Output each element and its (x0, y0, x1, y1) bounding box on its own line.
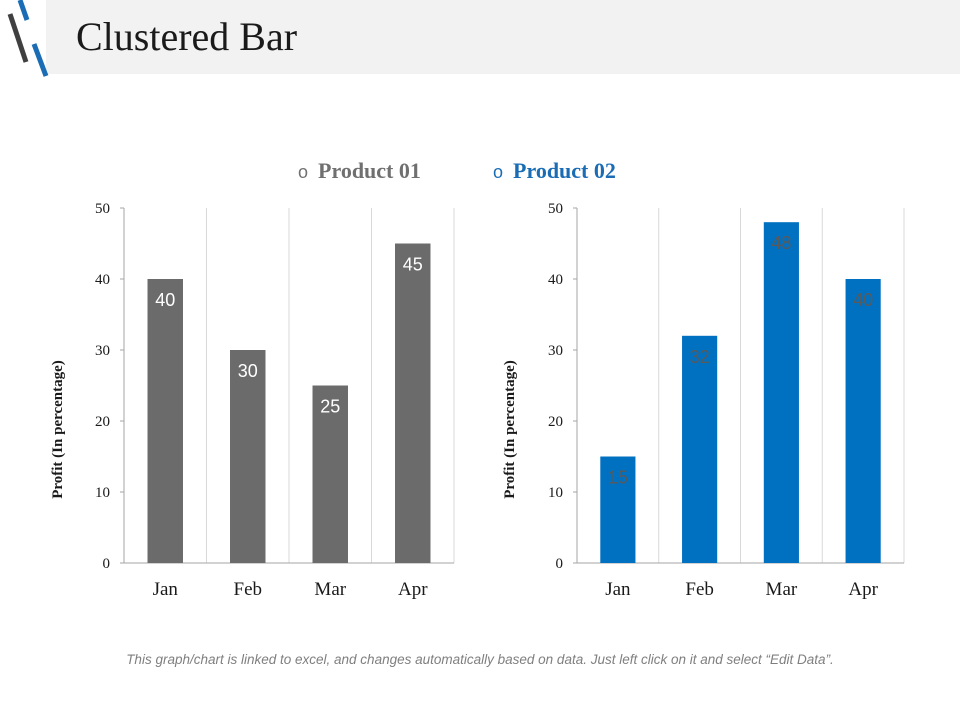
y-tick-label: 20 (548, 414, 563, 430)
bar (600, 456, 636, 563)
data-label: 40 (853, 290, 873, 310)
y-tick-label: 30 (548, 343, 563, 359)
bar (763, 222, 799, 563)
y-axis-title: Profit (In percentage) (502, 360, 518, 499)
data-label: 48 (771, 233, 791, 253)
data-label: 45 (403, 255, 423, 275)
y-axis-title: Profit (In percentage) (50, 360, 66, 499)
accent-stripe-dark (7, 13, 29, 63)
data-label: 40 (155, 290, 175, 310)
y-tick-label: 50 (548, 201, 563, 217)
accent-stripe-blue-top (17, 0, 30, 21)
bar-chart-product-02: 0 10 20 30 40 50 Profit (In percentage) 15 Jan 32… (502, 201, 905, 600)
page-title: Clustered Bar (76, 14, 298, 59)
legend-label: Product 02 (513, 158, 616, 183)
bar-chart-product-01: 0 10 20 30 40 50 Profit (In percentage) 40 Jan 30… (50, 201, 455, 600)
y-tick-label: 0 (556, 556, 564, 572)
bar (147, 279, 183, 563)
y-tick-label: 30 (95, 343, 110, 359)
data-label: 30 (238, 361, 258, 381)
y-tick-label: 50 (95, 201, 110, 217)
bar (312, 385, 348, 563)
bar (845, 279, 881, 563)
data-label: 15 (608, 468, 628, 488)
y-tick-label: 40 (548, 272, 563, 288)
legend-label: Product 01 (318, 158, 421, 183)
footer-note: This graph/chart is linked to excel, and… (126, 652, 834, 667)
legend-item-product-02: o Product 02 (493, 156, 616, 187)
bar (230, 350, 266, 563)
x-tick-label: Mar (766, 579, 798, 600)
x-tick-label: Jan (153, 579, 179, 600)
x-tick-label: Jan (605, 579, 631, 600)
bar (682, 335, 718, 563)
data-label: 32 (690, 347, 710, 367)
legend-marker-circle-icon: o (298, 162, 309, 182)
x-tick-label: Apr (848, 579, 878, 600)
accent-stripe-blue-bottom (31, 43, 49, 77)
x-tick-label: Apr (398, 579, 428, 600)
x-tick-label: Feb (234, 579, 263, 600)
x-tick-label: Mar (314, 579, 346, 600)
legend-marker-circle-icon: o (493, 162, 504, 182)
slide-accent-decoration (7, 0, 49, 77)
x-tick-label: Feb (685, 579, 714, 600)
y-tick-label: 10 (95, 485, 110, 501)
legend-item-product-01: o Product 01 (298, 156, 421, 187)
y-tick-label: 0 (103, 556, 111, 572)
y-tick-label: 20 (95, 414, 110, 430)
title-band (46, 0, 960, 74)
y-tick-label: 10 (548, 485, 563, 501)
chart-legend: o Product 01 o Product 02 (0, 156, 960, 186)
y-tick-label: 40 (95, 272, 110, 288)
bar (395, 243, 431, 563)
data-label: 25 (320, 397, 340, 417)
